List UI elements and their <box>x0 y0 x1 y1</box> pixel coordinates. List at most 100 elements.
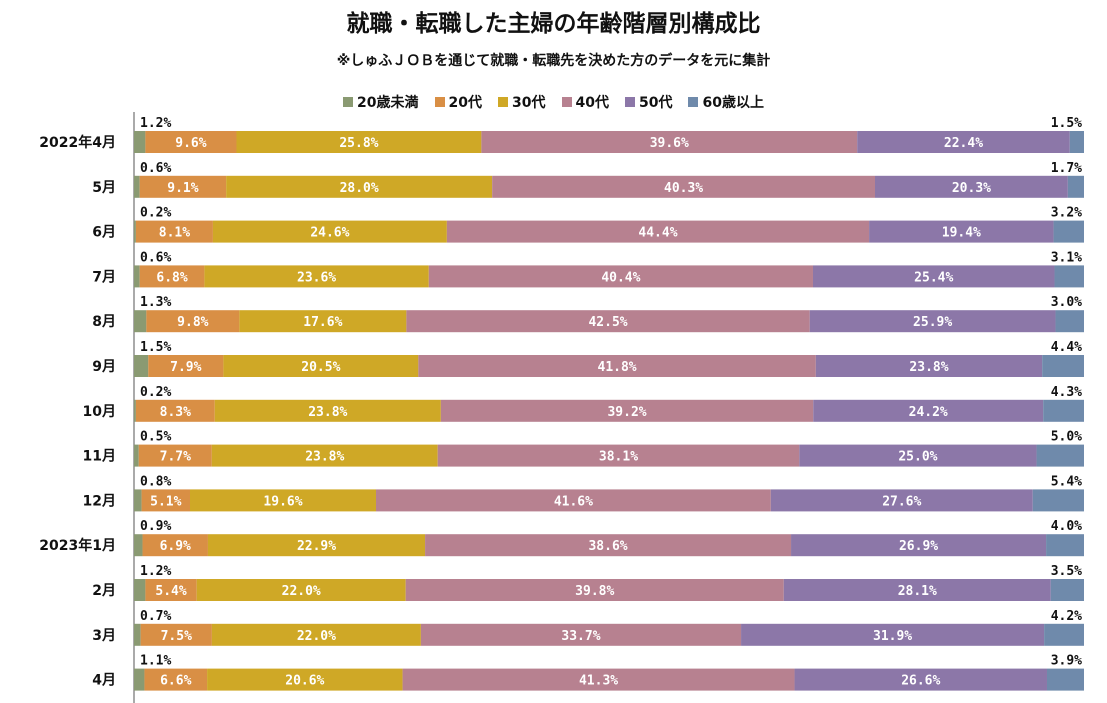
data-label: 8.3% <box>160 405 191 420</box>
bar-segment <box>492 175 875 198</box>
data-label: 44.4% <box>638 226 677 241</box>
data-label: 1.3% <box>140 295 171 310</box>
category-label: 10月 <box>83 404 116 420</box>
category-label: 2023年1月 <box>39 537 116 554</box>
data-label: 3.1% <box>1051 250 1082 265</box>
data-label: 23.6% <box>297 270 336 285</box>
bar-segment <box>142 534 208 557</box>
bar-segment <box>402 668 795 691</box>
bar-segment <box>141 489 190 512</box>
bar-segment <box>226 175 493 198</box>
bar-segment <box>223 355 419 377</box>
bar-segment <box>236 131 482 153</box>
bar-segment <box>189 489 377 512</box>
category-label: 9月 <box>92 359 116 375</box>
data-label: 5.1% <box>150 494 181 509</box>
legend-label: 20歳未満 <box>357 95 419 111</box>
bar-segment <box>770 489 1033 512</box>
data-label: 31.9% <box>873 629 912 644</box>
bar-segment <box>869 220 1054 243</box>
category-label: 11月 <box>83 449 116 465</box>
data-label: 22.0% <box>282 584 321 599</box>
data-label: 0.5% <box>140 430 171 445</box>
data-label: 28.0% <box>340 181 379 196</box>
data-label: 33.7% <box>561 629 600 644</box>
bar-segment <box>144 668 208 691</box>
bar-segment <box>196 579 406 601</box>
data-label: 4.0% <box>1051 519 1082 534</box>
bar-segment <box>1053 220 1084 243</box>
data-label: 0.7% <box>140 609 171 624</box>
bar-segment <box>418 355 816 377</box>
data-label: 38.6% <box>588 539 627 554</box>
bar-segment <box>148 355 224 377</box>
data-label: 22.9% <box>297 539 336 554</box>
data-label: 25.8% <box>339 136 378 151</box>
data-label: 38.1% <box>599 450 638 465</box>
legend-swatch <box>624 97 635 107</box>
bar-segment <box>1050 579 1084 601</box>
data-label: 1.5% <box>140 340 171 355</box>
bar-segment <box>1032 489 1084 512</box>
data-label: 3.5% <box>1051 564 1082 579</box>
data-label: 1.2% <box>140 564 171 579</box>
bar-segment <box>214 399 441 422</box>
bar-segment <box>405 579 784 601</box>
data-label: 19.6% <box>263 494 302 509</box>
bar-segment <box>481 131 858 153</box>
bar-segment <box>134 265 140 288</box>
data-label: 39.8% <box>575 584 614 599</box>
data-label: 23.8% <box>305 450 344 465</box>
bar-segment <box>791 534 1047 557</box>
legend-swatch <box>343 97 354 107</box>
bar-segment <box>815 355 1043 377</box>
bar-segment <box>809 310 1056 333</box>
data-label: 3.0% <box>1051 295 1082 310</box>
legend-label: 40代 <box>575 95 609 111</box>
bar-segment <box>134 355 149 377</box>
data-label: 40.4% <box>601 270 640 285</box>
legend-label: 50代 <box>638 95 673 111</box>
bar-segment <box>135 399 215 422</box>
data-label: 3.2% <box>1051 206 1082 221</box>
data-label: 0.2% <box>140 385 171 400</box>
bar-segment <box>783 579 1051 601</box>
category-label: 6月 <box>92 225 116 241</box>
data-label: 20.3% <box>952 181 991 196</box>
bar-segment <box>1044 623 1084 646</box>
chart-title: 就職・転職した主婦の年齢階層別構成比 <box>346 11 761 37</box>
legend: 20歳未満 20代 30代 40代 50代 60歳以上 <box>0 92 1107 112</box>
bar-segment <box>239 310 407 333</box>
bar-segment <box>813 399 1044 422</box>
legend-label: 20代 <box>448 95 483 111</box>
data-label: 27.6% <box>882 494 921 509</box>
data-label: 7.7% <box>160 450 191 465</box>
bar-segment <box>134 175 140 198</box>
data-label: 6.6% <box>160 674 191 689</box>
data-label: 41.3% <box>579 674 618 689</box>
bar-segment <box>812 265 1055 288</box>
data-label: 9.8% <box>177 315 208 330</box>
legend-item-60-plus: 60歳以上 <box>688 92 764 112</box>
bar-segment <box>145 131 237 153</box>
bar-segment <box>134 623 141 646</box>
data-label: 25.9% <box>913 315 952 330</box>
legend-swatch <box>688 97 699 107</box>
bar-segment <box>1067 175 1084 198</box>
legend-swatch <box>498 97 509 107</box>
category-label: 8月 <box>92 314 116 330</box>
bar-segment <box>406 310 810 333</box>
category-label: 4月 <box>92 673 116 689</box>
legend-label: 60歳以上 <box>702 95 764 111</box>
data-label: 0.8% <box>140 474 171 489</box>
bar-segment <box>211 444 438 467</box>
legend-item-30s: 30代 <box>498 92 546 112</box>
data-label: 22.4% <box>944 136 983 151</box>
bar-segment <box>134 310 147 333</box>
data-label: 39.2% <box>607 405 646 420</box>
legend-swatch <box>434 97 445 107</box>
bar-segment <box>212 220 447 243</box>
legend-item-40s: 40代 <box>561 92 609 112</box>
bar-segment <box>794 668 1047 691</box>
